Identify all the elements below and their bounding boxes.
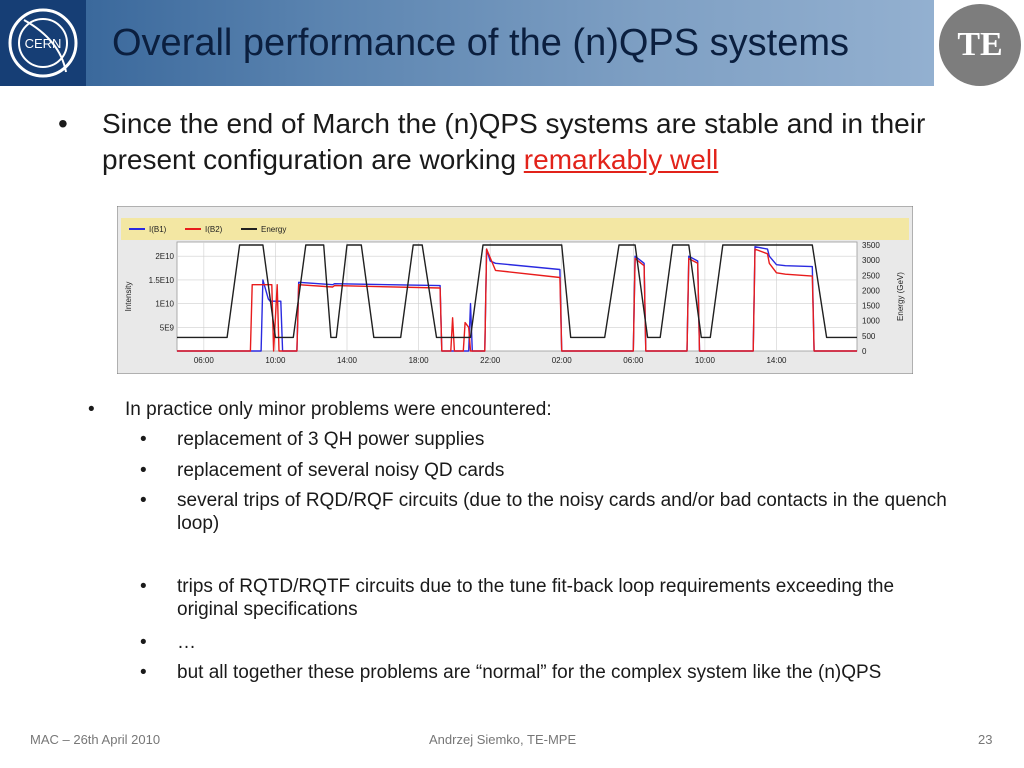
sub-bullet-item: • In practice only minor problems were en… <box>88 398 1005 448</box>
y2-tick-label: 3000 <box>862 256 880 265</box>
title-bar <box>0 0 934 86</box>
bullet-icon: • <box>140 662 147 683</box>
main-bullet-highlight: remarkably well <box>523 144 719 175</box>
sub-bullet-item: • several trips of RQD/RQF circuits (due … <box>140 489 957 539</box>
sub-bullet-item: •… <box>140 631 957 681</box>
y2-axis-label: Energy (GeV) <box>896 272 905 321</box>
sub-bullet-item: • replacement of several noisy QD cards <box>140 459 957 509</box>
bullet-icon: • <box>140 576 147 597</box>
y2-tick-label: 500 <box>862 332 876 341</box>
main-bullet-plain: Since the end of March the (n)QPS system… <box>102 108 926 175</box>
y-axis-label: Intensity <box>124 282 133 312</box>
footer-author: Andrzej Siemko, TE-MPE <box>429 732 577 747</box>
legend-bar <box>121 218 909 240</box>
bullet-icon: • <box>58 108 68 139</box>
x-tick-label: 10:00 <box>265 356 286 365</box>
legend-label: I(B2) <box>205 225 223 234</box>
x-tick-label: 14:00 <box>337 356 358 365</box>
y-tick-label: 1E10 <box>155 300 174 309</box>
footer-page-number: 23 <box>978 732 993 747</box>
slide-title: Overall performance of the (n)QPS system… <box>112 22 850 64</box>
bullet-icon: • <box>88 399 95 420</box>
series-line-energy <box>177 244 857 339</box>
sub-bullet-text: trips of RQTD/RQTF circuits due to the t… <box>177 576 895 620</box>
y2-tick-label: 0 <box>862 347 867 356</box>
te-badge: TE <box>939 4 1021 86</box>
x-tick-label: 10:00 <box>695 356 716 365</box>
x-tick-label: 18:00 <box>409 356 430 365</box>
x-tick-label: 06:00 <box>623 356 644 365</box>
cern-logo: CERN <box>0 0 86 86</box>
sub-bullet-text: but all together these problems are “nor… <box>177 662 882 683</box>
y-tick-label: 2E10 <box>155 252 174 261</box>
x-tick-label: 14:00 <box>766 356 787 365</box>
bullet-icon: • <box>140 429 147 450</box>
x-tick-label: 02:00 <box>552 356 573 365</box>
bullet-icon: • <box>140 460 147 481</box>
plot-area <box>176 241 858 352</box>
y2-tick-label: 1000 <box>862 317 880 326</box>
y-tick-label: 5E9 <box>160 323 175 332</box>
bullet-icon: • <box>140 490 147 511</box>
y2-tick-label: 2000 <box>862 286 880 295</box>
y-tick-label: 1.5E10 <box>149 276 175 285</box>
svg-text:CERN: CERN <box>25 36 62 51</box>
y2-tick-label: 1500 <box>862 302 880 311</box>
series-line-ib2 <box>177 248 857 352</box>
sub-bullet-text: replacement of 3 QH power supplies <box>177 429 485 450</box>
sub-bullet-text: … <box>177 632 196 653</box>
x-tick-label: 22:00 <box>480 356 501 365</box>
bullet-icon: • <box>140 632 147 653</box>
sub-bullet-item: • replacement of 3 QH power supplies <box>140 428 957 478</box>
sub-bullet-text: several trips of RQD/RQF circuits (due t… <box>177 490 947 534</box>
x-tick-label: 06:00 <box>194 356 215 365</box>
y2-tick-label: 2500 <box>862 271 880 280</box>
sub-bullet-text: replacement of several noisy QD cards <box>177 460 505 481</box>
legend-label: I(B1) <box>149 225 167 234</box>
sub-bullet-item: • trips of RQTD/RQTF circuits due to the … <box>140 575 957 625</box>
legend-label: Energy <box>261 225 286 234</box>
y2-tick-label: 3500 <box>862 241 880 250</box>
main-bullet-text: Since the end of March the (n)QPS system… <box>102 106 992 178</box>
footer-date: MAC – 26th April 2010 <box>30 732 161 747</box>
sub-bullet-item: • but all together these problems are “no… <box>140 661 957 711</box>
sub-bullet-text: In practice only minor problems were enc… <box>125 399 552 420</box>
beam-chart: I(B1) I(B2) Energy 06:00 10:00 14:00 18:00 22:0… <box>117 206 913 374</box>
